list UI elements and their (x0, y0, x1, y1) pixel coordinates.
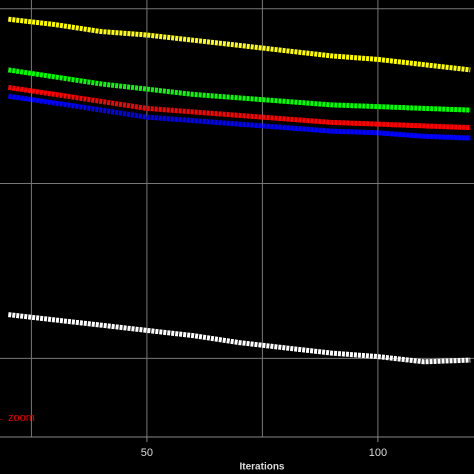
x-tick-label: 50 (141, 447, 153, 459)
series-line (8, 16, 471, 73)
series-line (7, 84, 471, 131)
x-axis-label: Iterations (239, 462, 284, 473)
annotation: ← zoom (0, 412, 35, 424)
series-line (7, 93, 471, 141)
x-tick-label: 100 (369, 447, 387, 459)
series-line (7, 67, 471, 113)
series-line (8, 312, 471, 365)
